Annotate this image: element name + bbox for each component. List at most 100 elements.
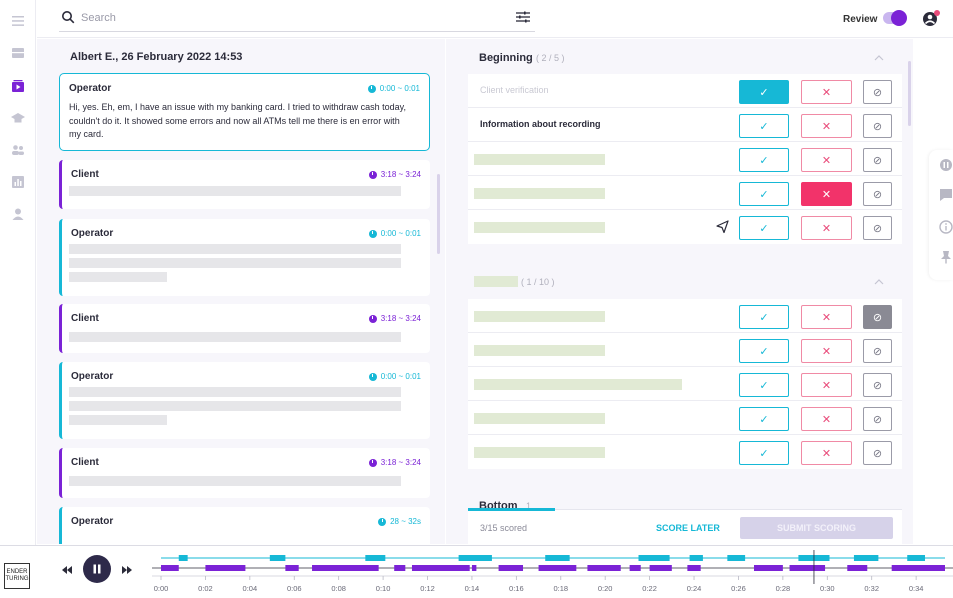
review-toggle[interactable]	[883, 10, 907, 26]
info-icon[interactable]	[939, 220, 953, 234]
pin-icon[interactable]	[939, 250, 953, 264]
client-segment	[205, 565, 246, 571]
message-time[interactable]: 28 ~ 32s	[378, 517, 421, 526]
na-button[interactable]: ⊘	[863, 305, 892, 329]
client-segment	[394, 565, 406, 571]
transcript-message[interactable]: Operator 0:00 ~ 0:01 Hi, yes. Eh, em, I …	[59, 73, 430, 151]
dashboard-icon[interactable]	[10, 46, 26, 60]
na-button[interactable]: ⊘	[863, 441, 892, 465]
rewind-icon[interactable]	[61, 565, 73, 575]
text-placeholder	[69, 415, 167, 425]
criterion-row: ✓ ✕ ⊘	[468, 299, 902, 333]
tick-label: 0:22	[642, 584, 657, 593]
score-later-button[interactable]: SCORE LATER	[656, 523, 720, 533]
speaker-label: Operator	[71, 228, 114, 239]
na-button[interactable]: ⊘	[863, 182, 892, 206]
speaker-label: Operator	[69, 83, 112, 94]
yes-button[interactable]: ✓	[739, 216, 789, 240]
na-button[interactable]: ⊘	[863, 339, 892, 363]
tick-label: 0:32	[864, 584, 879, 593]
transcript-message[interactable]: Operator 0:00 ~ 0:01	[59, 362, 430, 439]
message-time[interactable]: 3:18 ~ 3:24	[368, 170, 421, 179]
learning-icon[interactable]	[10, 111, 26, 125]
yes-button[interactable]: ✓	[739, 114, 789, 138]
search-input[interactable]	[81, 9, 481, 27]
no-button[interactable]: ✕	[801, 373, 852, 397]
na-button[interactable]: ⊘	[863, 407, 892, 431]
no-button[interactable]: ✕	[801, 182, 852, 206]
no-button[interactable]: ✕	[801, 114, 852, 138]
chevron-up-icon[interactable]	[874, 278, 884, 286]
conversation-panel: Albert E., 26 February 2022 14:53 Operat…	[37, 39, 445, 544]
calls-icon[interactable]	[10, 79, 26, 93]
pause-icon	[93, 564, 101, 574]
label-placeholder	[474, 154, 605, 165]
tick-label: 0:34	[909, 584, 924, 593]
message-time[interactable]: 3:18 ~ 3:24	[368, 458, 421, 467]
pause-button[interactable]	[83, 555, 111, 583]
operator-segment	[269, 555, 286, 561]
transcript-message[interactable]: Client 3:18 ~ 3:24	[59, 304, 430, 353]
yes-button[interactable]: ✓	[739, 305, 789, 329]
toggle-knob	[891, 10, 907, 26]
yes-button[interactable]: ✓	[739, 80, 789, 104]
na-button[interactable]: ⊘	[863, 80, 892, 104]
audio-timeline[interactable]: 0:00 0:02 0:04 0:06 0:08 0:10 0:12 0:14 0:16 0:18…	[152, 550, 953, 598]
section-title-placeholder	[474, 276, 518, 287]
yes-button[interactable]: ✓	[739, 407, 789, 431]
no-button[interactable]: ✕	[801, 441, 852, 465]
filter-icon[interactable]	[515, 10, 531, 24]
no-button[interactable]: ✕	[801, 216, 852, 240]
section-count: 1	[526, 501, 532, 511]
conversation-scrollbar[interactable]	[437, 174, 440, 254]
criteria-card: ✓ ✕ ⊘ ✓ ✕ ⊘ ✓ ✕ ⊘ ✓ ✕ ⊘ ✓ ✕ ⊘	[468, 299, 902, 469]
tick-label: 0:14	[465, 584, 480, 593]
tick-label: 0:02	[198, 584, 213, 593]
transcript-message[interactable]: Client 3:18 ~ 3:24	[59, 160, 430, 209]
message-time[interactable]: 0:00 ~ 0:01	[368, 229, 421, 238]
yes-button[interactable]: ✓	[739, 182, 789, 206]
section-title: Beginning	[479, 52, 533, 64]
submit-scoring-button[interactable]: SUBMIT SCORING	[740, 517, 893, 539]
na-button[interactable]: ⊘	[863, 216, 892, 240]
chevron-up-icon[interactable]	[874, 54, 884, 62]
message-time[interactable]: 0:00 ~ 0:01	[367, 84, 420, 93]
na-button[interactable]: ⊘	[863, 148, 892, 172]
yes-button[interactable]: ✓	[739, 441, 789, 465]
menu-icon[interactable]	[10, 14, 26, 28]
no-button[interactable]: ✕	[801, 305, 852, 329]
clock-icon	[368, 314, 377, 323]
label-placeholder	[474, 188, 605, 199]
audio-icon[interactable]	[939, 158, 953, 172]
transcript-message[interactable]: Client 3:18 ~ 3:24	[59, 448, 430, 498]
text-placeholder	[69, 401, 401, 411]
transcript-message[interactable]: Operator 0:00 ~ 0:01	[59, 219, 430, 296]
conversation-title: Albert E., 26 February 2022 14:53	[70, 51, 243, 63]
transcript-message[interactable]: Operator 28 ~ 32s	[59, 507, 430, 544]
fast-forward-icon[interactable]	[121, 565, 133, 575]
yes-button[interactable]: ✓	[739, 339, 789, 363]
yes-button[interactable]: ✓	[739, 373, 789, 397]
criterion-row: Client verification ✓ ✕ ⊘	[468, 74, 902, 108]
na-button[interactable]: ⊘	[863, 373, 892, 397]
message-time[interactable]: 3:18 ~ 3:24	[368, 314, 421, 323]
operator-segment	[638, 555, 670, 561]
yes-button[interactable]: ✓	[739, 148, 789, 172]
account-icon[interactable]	[922, 11, 938, 27]
speaker-label: Operator	[71, 371, 114, 382]
analytics-icon[interactable]	[10, 175, 26, 189]
message-time[interactable]: 0:00 ~ 0:01	[368, 372, 421, 381]
criterion-row: ✓ ✕ ⊘	[468, 435, 902, 469]
no-button[interactable]: ✕	[801, 407, 852, 431]
section-count: ( 1 / 10 )	[521, 277, 555, 287]
profile-icon[interactable]	[10, 207, 26, 221]
na-button[interactable]: ⊘	[863, 114, 892, 138]
team-icon[interactable]	[10, 143, 26, 157]
label-placeholder	[474, 413, 605, 424]
comment-icon[interactable]	[939, 188, 953, 202]
no-button[interactable]: ✕	[801, 339, 852, 363]
client-segment	[312, 565, 379, 571]
no-button[interactable]: ✕	[801, 148, 852, 172]
scoring-scrollbar[interactable]	[908, 61, 911, 126]
no-button[interactable]: ✕	[801, 80, 852, 104]
